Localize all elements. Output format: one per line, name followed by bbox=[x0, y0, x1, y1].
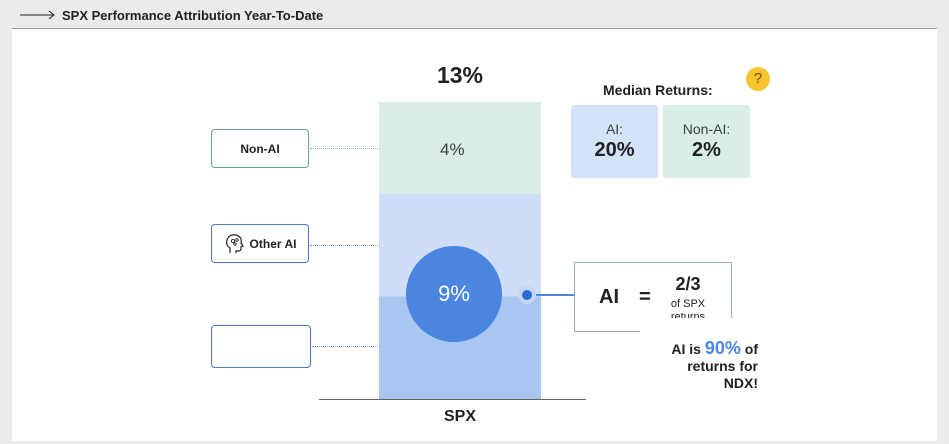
thinking-face-emoji: ? bbox=[746, 67, 770, 91]
bar-segment-non-ai bbox=[379, 102, 541, 194]
median-non-ai-label: Non-AI: bbox=[682, 121, 731, 137]
x-axis-category-label: SPX bbox=[443, 408, 476, 425]
note-value: 90% bbox=[704, 338, 741, 358]
note-line-3: NDX! bbox=[723, 375, 758, 391]
median-returns-title: Median Returns: bbox=[603, 82, 713, 98]
callout-mask bbox=[640, 318, 732, 332]
caption-line-1: of SPX bbox=[670, 298, 706, 310]
ai-fraction: 2/3 bbox=[675, 274, 701, 294]
total-label: 13% bbox=[436, 62, 484, 88]
ai-word: AI bbox=[599, 286, 619, 308]
note-prefix: AI is bbox=[671, 341, 701, 357]
median-non-ai-value: 2% bbox=[692, 139, 721, 161]
ai-ndx-note: AI is 90% of returns for NDX! bbox=[630, 338, 758, 392]
ai-share-value: 9% bbox=[438, 281, 470, 306]
connector-line bbox=[536, 294, 574, 296]
blank-connector bbox=[312, 346, 380, 347]
ai-ndx-note-line1: AI is 90% of bbox=[630, 338, 758, 358]
other-ai-connector bbox=[310, 245, 378, 246]
median-non-ai-box: Non-AI: 2% bbox=[663, 105, 750, 178]
page-title: SPX Performance Attribution Year-To-Date bbox=[62, 8, 324, 23]
non-ai-connector bbox=[310, 148, 378, 149]
brain-head-icon bbox=[225, 233, 244, 253]
arrow-right-icon bbox=[20, 10, 55, 20]
median-ai-label: AI: bbox=[605, 121, 624, 137]
other-ai-label: Other AI bbox=[249, 236, 297, 251]
note-line-2: returns for bbox=[687, 358, 758, 374]
blank-label-box bbox=[211, 325, 311, 368]
equals-sign: = bbox=[639, 286, 651, 308]
other-ai-label-box: Other AI bbox=[211, 224, 309, 263]
connector-dot bbox=[522, 290, 532, 300]
non-ai-label: Non-AI bbox=[240, 141, 280, 156]
note-suffix: of bbox=[744, 341, 758, 357]
median-ai-value: 20% bbox=[594, 139, 635, 161]
non-ai-label-box: Non-AI bbox=[211, 129, 309, 168]
ai-share-circle: 9% bbox=[406, 246, 502, 342]
x-axis-baseline bbox=[319, 399, 586, 400]
non-ai-value-label: 4% bbox=[440, 140, 465, 159]
median-ai-box: AI: 20% bbox=[571, 105, 658, 178]
